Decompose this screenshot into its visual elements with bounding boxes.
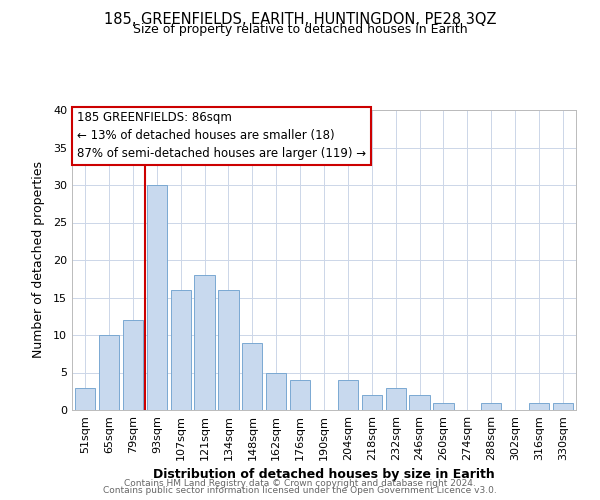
Bar xyxy=(553,402,573,410)
Bar xyxy=(266,372,286,410)
Text: Contains HM Land Registry data © Crown copyright and database right 2024.: Contains HM Land Registry data © Crown c… xyxy=(124,478,476,488)
Bar xyxy=(386,388,406,410)
Text: 185, GREENFIELDS, EARITH, HUNTINGDON, PE28 3QZ: 185, GREENFIELDS, EARITH, HUNTINGDON, PE… xyxy=(104,12,496,28)
Bar xyxy=(362,395,382,410)
Bar xyxy=(75,388,95,410)
Bar xyxy=(338,380,358,410)
Bar xyxy=(433,402,454,410)
X-axis label: Distribution of detached houses by size in Earith: Distribution of detached houses by size … xyxy=(153,468,495,481)
Text: Contains public sector information licensed under the Open Government Licence v3: Contains public sector information licen… xyxy=(103,486,497,495)
Bar xyxy=(242,342,262,410)
Text: 185 GREENFIELDS: 86sqm
← 13% of detached houses are smaller (18)
87% of semi-det: 185 GREENFIELDS: 86sqm ← 13% of detached… xyxy=(77,112,366,160)
Bar xyxy=(194,275,215,410)
Bar xyxy=(123,320,143,410)
Bar xyxy=(170,290,191,410)
Bar xyxy=(290,380,310,410)
Text: Size of property relative to detached houses in Earith: Size of property relative to detached ho… xyxy=(133,22,467,36)
Y-axis label: Number of detached properties: Number of detached properties xyxy=(32,162,44,358)
Bar xyxy=(218,290,239,410)
Bar xyxy=(529,402,549,410)
Bar xyxy=(481,402,502,410)
Bar xyxy=(146,185,167,410)
Bar xyxy=(99,335,119,410)
Bar xyxy=(409,395,430,410)
